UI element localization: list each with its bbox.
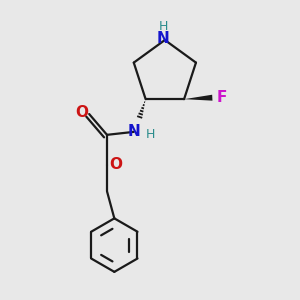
Text: N: N — [128, 124, 140, 140]
Text: N: N — [157, 31, 170, 46]
Polygon shape — [184, 95, 212, 101]
Text: F: F — [217, 90, 227, 105]
Text: O: O — [109, 157, 122, 172]
Text: H: H — [146, 128, 155, 141]
Text: H: H — [159, 20, 168, 34]
Text: O: O — [75, 105, 88, 120]
